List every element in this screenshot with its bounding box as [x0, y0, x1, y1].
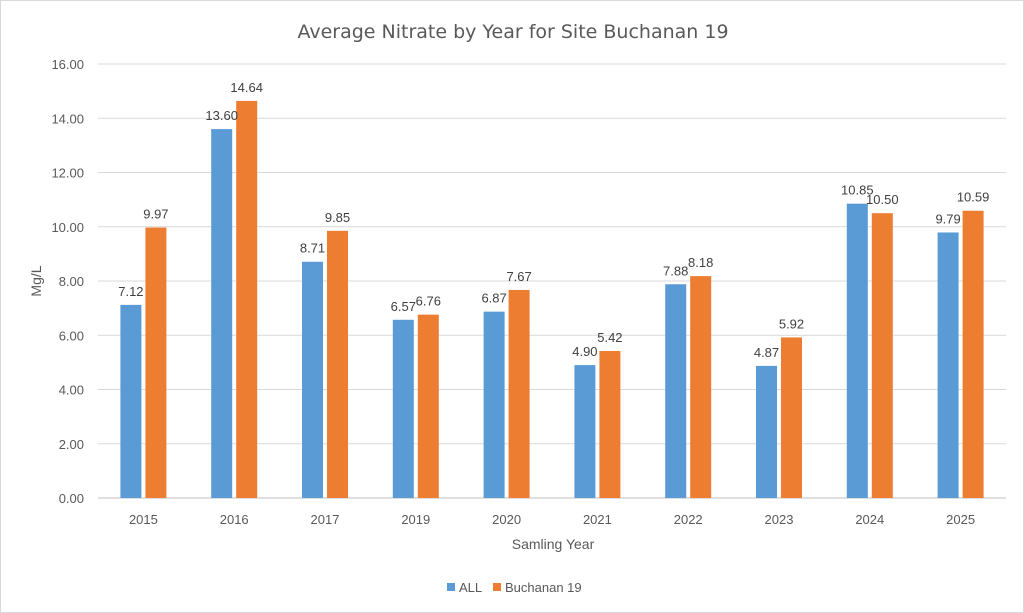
legend: ALL Buchanan 19 — [447, 580, 582, 595]
data-label: 7.67 — [506, 269, 531, 284]
bar — [211, 129, 233, 498]
y-tick-label: 2.00 — [59, 437, 84, 452]
bar — [483, 311, 505, 498]
legend-swatch-buchanan-19 — [493, 583, 501, 591]
bar — [236, 100, 258, 498]
data-label: 7.88 — [663, 263, 688, 278]
data-label: 6.76 — [416, 294, 441, 309]
x-tick-label: 2020 — [492, 512, 521, 527]
chart-title: Average Nitrate by Year for Site Buchana… — [297, 21, 728, 43]
x-tick-label: 2022 — [674, 512, 703, 527]
bar — [120, 304, 142, 498]
x-tick-label: 2017 — [311, 512, 340, 527]
y-tick-label: 14.00 — [51, 111, 84, 126]
bar — [846, 203, 868, 498]
bar — [327, 230, 348, 498]
data-label: 4.87 — [754, 345, 779, 360]
legend-label-buchanan-19: Buchanan 19 — [505, 580, 582, 595]
bar — [781, 337, 802, 498]
bar — [574, 365, 596, 498]
data-label: 4.90 — [572, 344, 597, 359]
data-label: 5.92 — [779, 316, 804, 331]
data-label: 14.64 — [230, 80, 263, 95]
bar — [962, 210, 984, 498]
y-tick-label: 16.00 — [51, 57, 84, 72]
bars — [120, 100, 984, 499]
bar — [599, 350, 621, 498]
y-tick-label: 0.00 — [59, 491, 84, 506]
y-axis-ticks: 0.00 2.00 4.00 6.00 8.00 10.00 12.00 14.00 16.00 — [51, 57, 84, 506]
legend-swatch-all — [447, 583, 455, 591]
data-label: 6.87 — [481, 291, 506, 306]
data-label: 10.59 — [957, 190, 990, 205]
x-tick-label: 2016 — [220, 512, 249, 527]
bar — [690, 276, 712, 498]
data-labels: 7.12 13.60 8.71 6.57 6.87 4.90 7.88 4.87 10.85 9.… — [118, 80, 989, 360]
data-label: 8.18 — [688, 255, 713, 270]
data-label: 13.60 — [205, 108, 238, 123]
bar — [145, 227, 167, 498]
bar — [871, 213, 893, 498]
y-tick-label: 10.00 — [51, 220, 84, 235]
y-tick-label: 4.00 — [59, 383, 84, 398]
x-tick-label: 2023 — [765, 512, 794, 527]
y-tick-label: 6.00 — [59, 328, 84, 343]
x-tick-label: 2025 — [946, 512, 975, 527]
y-tick-label: 12.00 — [51, 166, 84, 181]
bar — [665, 284, 687, 498]
x-axis-title: Samling Year — [512, 536, 595, 552]
bar — [508, 289, 530, 498]
data-label: 5.42 — [597, 330, 622, 345]
x-tick-label: 2019 — [401, 512, 430, 527]
bar — [392, 319, 414, 498]
data-label: 10.85 — [841, 183, 874, 198]
x-tick-label: 2024 — [855, 512, 884, 527]
bar — [302, 261, 323, 498]
data-label: 10.50 — [866, 192, 899, 207]
x-axis-ticks: 2015 2016 2017 2019 2020 2021 2022 2023 2024 2025 — [129, 512, 975, 527]
data-label: 8.71 — [300, 241, 325, 256]
x-tick-label: 2015 — [129, 512, 158, 527]
data-label: 9.85 — [325, 210, 350, 225]
data-label: 9.97 — [143, 207, 168, 222]
y-axis-title: Mg/L — [28, 265, 44, 296]
legend-label-all: ALL — [459, 580, 482, 595]
data-label: 9.79 — [935, 211, 960, 226]
bar — [937, 232, 959, 499]
data-label: 6.57 — [391, 299, 416, 314]
y-tick-label: 8.00 — [59, 274, 84, 289]
x-tick-label: 2021 — [583, 512, 612, 527]
bar — [417, 314, 439, 498]
bar — [756, 365, 777, 498]
data-label: 7.12 — [118, 284, 143, 299]
gridlines — [98, 63, 1006, 499]
